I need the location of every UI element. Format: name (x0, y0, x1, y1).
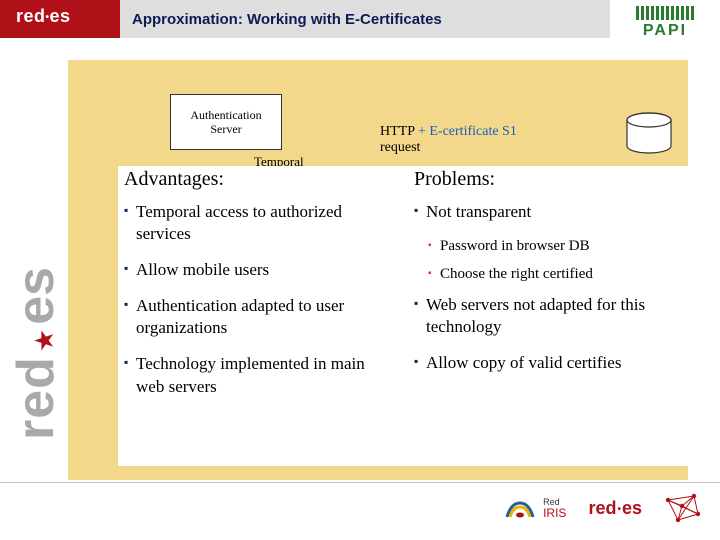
papi-barcode-icon (636, 6, 694, 20)
auth-server-l1: Authentication (190, 108, 261, 122)
advantages-heading: Advantages: (124, 168, 396, 191)
http-text: HTTP (380, 124, 414, 139)
brand-redes-small: red•es (16, 6, 71, 27)
slide-root: red•es Approximation: Working with E-Cer… (0, 0, 720, 540)
footer-bar: Red IRIS red•es (0, 482, 720, 534)
header-bar: red•es Approximation: Working with E-Cer… (0, 0, 720, 46)
advantages-list: Temporal access to authorized services A… (124, 201, 396, 398)
brand-es: es (50, 6, 71, 26)
problems-heading: Problems: (414, 168, 686, 191)
iris-label: IRIS (543, 506, 566, 520)
problems-subitem: Choose the right certified (414, 265, 686, 285)
advantages-item: Technology implemented in main web serve… (124, 353, 396, 397)
vertical-brand-es: es (6, 267, 66, 325)
advantages-item: Allow mobile users (124, 259, 396, 281)
iris-shape-icon (503, 497, 537, 521)
advantages-item: Authentication adapted to user organizat… (124, 295, 396, 339)
problems-item: Not transparent (414, 201, 686, 223)
iris-text: Red IRIS (543, 498, 566, 519)
header-grey-block: Approximation: Working with E-Certificat… (120, 0, 610, 38)
brand-red: red (16, 6, 46, 26)
footer-es: es (622, 498, 642, 518)
advantages-column: Advantages: Temporal access to authorize… (124, 168, 396, 460)
auth-server-l2: Server (210, 122, 241, 136)
http-label: HTTP + E-certificate S1 request (380, 124, 517, 156)
footer-red: red (588, 498, 616, 518)
vertical-brand-star-icon: ★ (29, 329, 60, 352)
problems-column: Problems: Not transparent Password in br… (414, 168, 686, 460)
cylinder-icon (624, 112, 674, 156)
footer-redes-logo: red•es (588, 498, 642, 519)
auth-server-box: Authentication Server (170, 94, 282, 150)
problems-subitem: Password in browser DB (414, 237, 686, 257)
content-columns: Advantages: Temporal access to authorize… (118, 166, 692, 466)
ecert-text: + E-certificate S1 (418, 124, 517, 139)
iris-logo: Red IRIS (503, 497, 566, 521)
vertical-brand-red: red (6, 356, 66, 440)
page-title: Approximation: Working with E-Certificat… (132, 11, 442, 28)
papi-text: PAPI (643, 22, 687, 40)
problems-list: Not transparent Password in browser DB C… (414, 201, 686, 374)
footer-dot-icon: • (617, 504, 621, 515)
papi-logo: PAPI (610, 0, 720, 46)
advantages-item: Temporal access to authorized services (124, 201, 396, 245)
problems-item: Web servers not adapted for this technol… (414, 294, 686, 338)
problems-item: Allow copy of valid certifies (414, 352, 686, 374)
globe-icon (664, 492, 702, 526)
http-request-text: request (380, 140, 517, 156)
